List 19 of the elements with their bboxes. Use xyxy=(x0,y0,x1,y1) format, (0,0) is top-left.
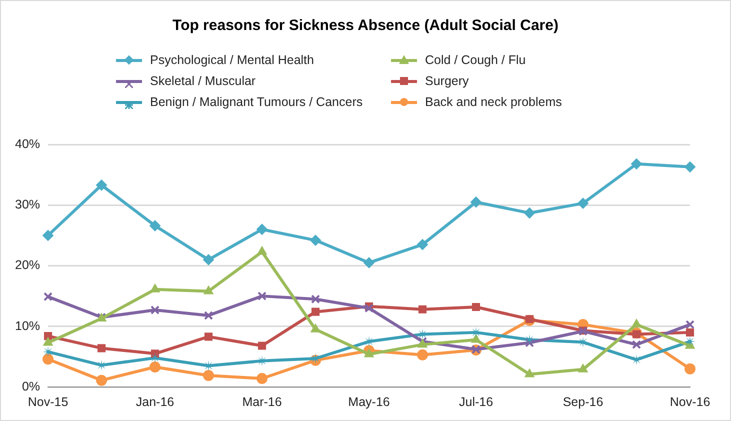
y-tick-label: 30% xyxy=(14,198,40,212)
y-tick-label: 20% xyxy=(14,258,40,272)
legend-label: Cold / Cough / Flu xyxy=(425,53,526,67)
x-tick-label: May-16 xyxy=(348,394,390,409)
legend-label: Surgery xyxy=(425,74,469,88)
legend-label: Psychological / Mental Health xyxy=(150,53,314,67)
x-tick-label: Jan-16 xyxy=(136,394,174,409)
x-tick-label: Mar-16 xyxy=(242,394,282,409)
x-tick-label: Jul-16 xyxy=(458,394,494,409)
legend-label: Benign / Malignant Tumours / Cancers xyxy=(150,95,363,109)
y-tick-label: 40% xyxy=(14,136,40,151)
legend-label: Back and neck problems xyxy=(425,95,562,109)
x-tick-label: Sep-16 xyxy=(562,394,604,409)
x-tick-label: Nov-15 xyxy=(28,394,68,409)
x-tick-label: Nov-16 xyxy=(670,394,710,409)
chart-title: Top reasons for Sickness Absence (Adult Social Care) xyxy=(172,17,560,34)
legend-label: Skeletal / Muscular xyxy=(150,74,256,88)
y-tick-label: 10% xyxy=(14,318,40,333)
y-tick-label: 0% xyxy=(22,379,40,394)
